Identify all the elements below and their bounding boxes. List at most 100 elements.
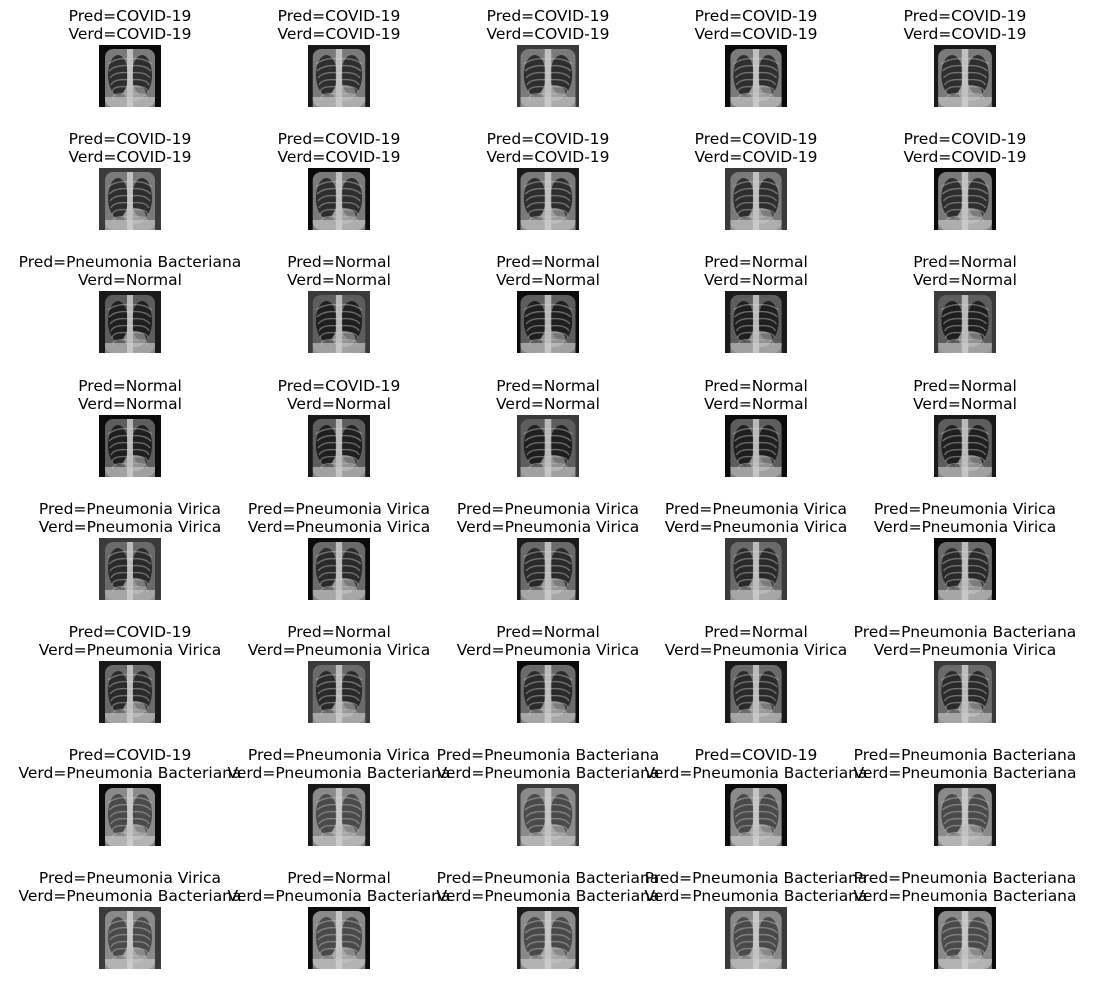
- result-panel: Pred=COVID-19 Verd=COVID-19: [835, 7, 1094, 127]
- prediction-label: Pred=Normal: [913, 377, 1017, 395]
- chest-xray-image: [308, 45, 370, 107]
- panel-title: Pred=COVID-19 Verd=COVID-19: [835, 130, 1094, 166]
- result-panel: Pred=Pneumonia Virica Verd=Pneumonia Viri…: [0, 500, 260, 620]
- ground-truth-label: Verd=COVID-19: [694, 148, 818, 166]
- chest-xray-image: [934, 661, 996, 723]
- ground-truth-label: Verd=Pneumonia Bacteriana: [227, 887, 451, 905]
- panel-title: Pred=COVID-19 Verd=COVID-19: [209, 130, 469, 166]
- chest-xray-image: [934, 538, 996, 600]
- prediction-label: Pred=Pneumonia Bacteriana: [853, 869, 1077, 887]
- chest-xray-image: [934, 907, 996, 969]
- chest-xray-image: [725, 784, 787, 846]
- panel-title: Pred=Normal Verd=Normal: [835, 253, 1094, 289]
- panel-title: Pred=Normal Verd=Normal: [209, 253, 469, 289]
- chest-xray-image: [517, 784, 579, 846]
- result-panel: Pred=Normal Verd=Normal: [0, 377, 260, 497]
- result-panel: Pred=Normal Verd=Normal: [209, 253, 469, 373]
- chest-xray-image: [517, 415, 579, 477]
- panel-title: Pred=Normal Verd=Pneumonia Virica: [626, 623, 886, 659]
- result-panel: Pred=Pneumonia Bacteriana Verd=Pneumonia …: [835, 623, 1094, 743]
- panel-title: Pred=COVID-19 Verd=COVID-19: [209, 7, 469, 43]
- panel-title: Pred=COVID-19 Verd=COVID-19: [418, 130, 678, 166]
- prediction-label: Pred=Normal: [496, 623, 600, 641]
- result-panel: Pred=Normal Verd=Normal: [835, 377, 1094, 497]
- result-panel: Pred=Normal Verd=Normal: [626, 377, 886, 497]
- chest-xray-image: [99, 784, 161, 846]
- result-panel: Pred=COVID-19 Verd=Pneumonia Bacteriana: [626, 746, 886, 866]
- ground-truth-label: Verd=Pneumonia Virica: [456, 518, 640, 536]
- ground-truth-label: Verd=Normal: [913, 395, 1017, 413]
- prediction-label: Pred=COVID-19: [486, 130, 610, 148]
- ground-truth-label: Verd=Pneumonia Virica: [456, 641, 640, 659]
- ground-truth-label: Verd=Normal: [496, 271, 600, 289]
- ground-truth-label: Verd=Pneumonia Bacteriana: [853, 764, 1077, 782]
- chest-xray-image: [99, 661, 161, 723]
- ground-truth-label: Verd=COVID-19: [68, 148, 192, 166]
- prediction-label: Pred=Normal: [496, 253, 600, 271]
- chest-xray-image: [934, 415, 996, 477]
- prediction-label: Pred=Pneumonia Bacteriana: [436, 746, 660, 764]
- prediction-label: Pred=Pneumonia Virica: [247, 746, 431, 764]
- ground-truth-label: Verd=Pneumonia Bacteriana: [644, 764, 868, 782]
- chest-xray-image: [517, 661, 579, 723]
- ground-truth-label: Verd=COVID-19: [903, 25, 1027, 43]
- prediction-label: Pred=Pneumonia Virica: [873, 500, 1057, 518]
- chest-xray-image: [725, 168, 787, 230]
- panel-title: Pred=COVID-19 Verd=COVID-19: [626, 7, 886, 43]
- prediction-label: Pred=Normal: [704, 377, 808, 395]
- result-panel: Pred=COVID-19 Verd=COVID-19: [0, 7, 260, 127]
- panel-title: Pred=Pneumonia Virica Verd=Pneumonia Bact…: [0, 869, 260, 905]
- chest-xray-image: [517, 291, 579, 353]
- result-panel: Pred=COVID-19 Verd=COVID-19: [209, 130, 469, 250]
- chest-xray-image: [99, 415, 161, 477]
- prediction-label: Pred=Normal: [287, 623, 391, 641]
- chest-xray-image: [517, 168, 579, 230]
- prediction-label: Pred=COVID-19: [903, 7, 1027, 25]
- prediction-label: Pred=COVID-19: [694, 130, 818, 148]
- chest-xray-image: [308, 784, 370, 846]
- chest-xray-image: [934, 291, 996, 353]
- ground-truth-label: Verd=Pneumonia Virica: [38, 641, 222, 659]
- ground-truth-label: Verd=Normal: [496, 395, 600, 413]
- ground-truth-label: Verd=Pneumonia Virica: [247, 641, 431, 659]
- result-panel: Pred=COVID-19 Verd=COVID-19: [418, 7, 678, 127]
- prediction-label: Pred=Pneumonia Virica: [456, 500, 640, 518]
- panel-title: Pred=Pneumonia Bacteriana Verd=Pneumonia …: [418, 869, 678, 905]
- chest-xray-image: [99, 291, 161, 353]
- result-panel: Pred=COVID-19 Verd=Pneumonia Bacteriana: [0, 746, 260, 866]
- ground-truth-label: Verd=Pneumonia Bacteriana: [436, 764, 660, 782]
- prediction-label: Pred=COVID-19: [903, 130, 1027, 148]
- ground-truth-label: Verd=Pneumonia Bacteriana: [18, 887, 242, 905]
- ground-truth-label: Verd=Pneumonia Virica: [873, 518, 1057, 536]
- prediction-label: Pred=Pneumonia Bacteriana: [18, 253, 242, 271]
- result-panel: Pred=COVID-19 Verd=Normal: [209, 377, 469, 497]
- panel-title: Pred=Normal Verd=Normal: [835, 377, 1094, 413]
- chest-xray-image: [308, 661, 370, 723]
- prediction-label: Pred=Normal: [78, 377, 182, 395]
- prediction-label: Pred=COVID-19: [486, 7, 610, 25]
- ground-truth-label: Verd=Pneumonia Bacteriana: [18, 764, 242, 782]
- ground-truth-label: Verd=Normal: [287, 271, 391, 289]
- ground-truth-label: Verd=COVID-19: [277, 148, 401, 166]
- result-panel: Pred=Normal Verd=Normal: [835, 253, 1094, 373]
- result-panel: Pred=Pneumonia Virica Verd=Pneumonia Bact…: [0, 869, 260, 989]
- prediction-label: Pred=Normal: [287, 253, 391, 271]
- chest-xray-image: [517, 907, 579, 969]
- result-panel: Pred=Normal Verd=Pneumonia Virica: [626, 623, 886, 743]
- prediction-label: Pred=COVID-19: [277, 130, 401, 148]
- ground-truth-label: Verd=Normal: [78, 395, 182, 413]
- ground-truth-label: Verd=COVID-19: [694, 25, 818, 43]
- panel-title: Pred=Pneumonia Bacteriana Verd=Pneumonia …: [835, 869, 1094, 905]
- panel-title: Pred=Pneumonia Bacteriana Verd=Pneumonia …: [626, 869, 886, 905]
- chest-xray-image: [934, 45, 996, 107]
- result-panel: Pred=Normal Verd=Normal: [418, 253, 678, 373]
- prediction-label: Pred=Normal: [287, 869, 391, 887]
- ground-truth-label: Verd=COVID-19: [277, 25, 401, 43]
- ground-truth-label: Verd=Normal: [78, 271, 182, 289]
- ground-truth-label: Verd=COVID-19: [903, 148, 1027, 166]
- panel-title: Pred=Normal Verd=Normal: [626, 377, 886, 413]
- prediction-label: Pred=Pneumonia Bacteriana: [436, 869, 660, 887]
- prediction-label: Pred=COVID-19: [694, 746, 818, 764]
- ground-truth-label: Verd=COVID-19: [486, 148, 610, 166]
